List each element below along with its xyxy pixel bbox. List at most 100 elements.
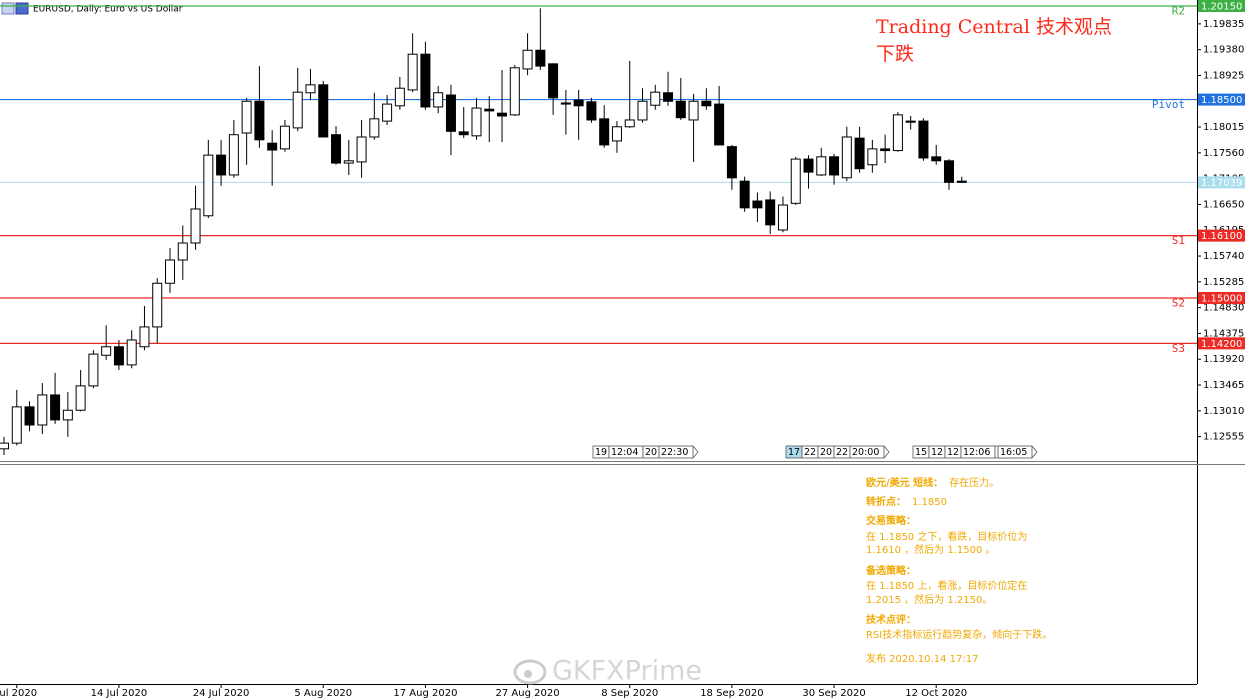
candle-body <box>113 346 124 366</box>
candle-body <box>714 103 725 146</box>
time-marker-arrow <box>1031 445 1038 459</box>
candle-body <box>701 100 712 107</box>
candle-body <box>726 146 737 179</box>
watermark: GKFXPrime <box>552 656 702 687</box>
price-label-box <box>1198 291 1245 304</box>
x-tick-label: 12 Oct 2020 <box>905 688 967 699</box>
candle-body <box>139 326 150 348</box>
candle-body <box>650 91 661 106</box>
annotation: 下跌 <box>876 43 914 65</box>
candle-body <box>765 199 776 226</box>
candle-body <box>190 208 201 244</box>
time-marker: 20 <box>820 447 832 458</box>
commentary-heading: 备选策略： <box>865 564 916 577</box>
y-tick-label: 1.18015 <box>1203 122 1244 133</box>
x-tick-label: 8 Sep 2020 <box>601 688 658 699</box>
candle-body <box>484 108 495 112</box>
commentary-line: 在 1.1850 上，看涨，目标价位定在 <box>866 579 1027 592</box>
candle-body <box>663 92 674 102</box>
candle-body <box>75 385 86 411</box>
candle-body <box>126 339 137 366</box>
candle-body <box>254 100 265 141</box>
price-label: 1.17039 <box>1201 178 1242 189</box>
time-marker-arrow <box>692 445 699 459</box>
x-tick-label: 24 Jul 2020 <box>193 688 250 699</box>
level-name: Pivot <box>1152 98 1185 111</box>
commentary-heading: 交易策略： <box>866 514 916 527</box>
candle-body <box>560 102 571 105</box>
commentary-heading: 欧元/美元 短线： <box>866 476 943 489</box>
x-tick-label: 18 Sep 2020 <box>700 688 763 699</box>
candle-body <box>216 154 227 176</box>
commentary-line: 转折点： 1.1850 <box>866 495 947 508</box>
commentary-heading: 技术点评： <box>866 613 916 626</box>
price-label: 1.18500 <box>1201 95 1242 106</box>
candle-body <box>88 353 99 387</box>
y-tick-label: 1.17560 <box>1203 148 1244 159</box>
y-tick-label: 1.12555 <box>1203 432 1244 443</box>
candle-body <box>829 156 840 176</box>
candle-body <box>586 101 597 121</box>
candle-body <box>611 126 622 142</box>
time-marker: 20 <box>645 447 657 458</box>
candle-body <box>522 49 533 70</box>
candle-body <box>37 394 48 426</box>
price-label-box <box>1198 93 1245 106</box>
candle-body <box>892 114 903 152</box>
candle-body <box>394 87 405 107</box>
price-label-box <box>1198 0 1245 13</box>
level-name: R2 <box>1172 5 1185 18</box>
time-marker: 20:00 <box>852 447 879 458</box>
candle-body <box>0 442 9 450</box>
annotation: Trading Central 技术观点 <box>876 16 1112 38</box>
candle-body <box>305 84 316 94</box>
price-label: 1.16100 <box>1201 231 1242 242</box>
x-tick-label: 30 Sep 2020 <box>802 688 865 699</box>
time-marker: 16:05 <box>1000 447 1027 458</box>
candle-body <box>292 91 303 129</box>
y-tick-label: 1.15740 <box>1203 251 1244 262</box>
candle-body <box>420 53 431 108</box>
candle-body <box>356 136 367 163</box>
watermark-logo <box>513 659 547 685</box>
candle-body <box>841 136 852 179</box>
commentary-line: 交易策略： <box>866 514 916 527</box>
commentary-heading: 转折点： <box>866 495 906 508</box>
price-label: 1.15000 <box>1201 293 1242 304</box>
level-name: S1 <box>1172 234 1185 247</box>
x-tick-label: 14 Jul 2020 <box>91 688 148 699</box>
commentary-line: 备选策略： <box>865 564 916 577</box>
candle-body <box>343 160 354 164</box>
candle-body <box>535 49 546 67</box>
candle-body <box>279 125 290 150</box>
commentary-text: 在 1.1850 上，看涨，目标价位定在 <box>866 579 1027 592</box>
commentary-text: 1.1850 <box>912 497 947 508</box>
commentary-text: 存在压力。 <box>949 476 999 489</box>
candle-body <box>24 406 35 426</box>
commentary-line: RSI技术指标运行趋势复杂，倾向于下跌。 <box>866 628 1052 641</box>
candle-body <box>752 200 763 209</box>
candle-body <box>267 142 278 151</box>
time-marker: 19 <box>595 447 607 458</box>
time-marker-box <box>997 445 1033 459</box>
candle-body <box>62 409 73 421</box>
x-tick-label: Jul 2020 <box>0 688 37 699</box>
commentary-text: 在 1.1850 之下，看跌，目标价位为 <box>866 530 1027 543</box>
candle-body <box>318 84 329 138</box>
candle-body <box>803 158 814 173</box>
candle-body <box>880 148 891 152</box>
time-marker-arrow <box>883 445 890 459</box>
candle-body <box>458 131 469 136</box>
candle-body <box>509 67 520 116</box>
price-label-box <box>1198 229 1245 242</box>
time-marker: 12 <box>931 447 943 458</box>
candle-body <box>854 137 865 170</box>
commentary-line: 1.2015 ，然后为 1.2150。 <box>866 593 992 606</box>
y-tick-label: 1.13920 <box>1203 354 1244 365</box>
y-tick-label: 1.19380 <box>1203 45 1244 56</box>
candle-body <box>777 204 788 231</box>
time-marker: 17 <box>788 447 800 458</box>
candle-body <box>956 180 967 183</box>
y-tick-label: 1.19835 <box>1203 19 1244 30</box>
y-tick-label: 1.13010 <box>1203 406 1244 417</box>
